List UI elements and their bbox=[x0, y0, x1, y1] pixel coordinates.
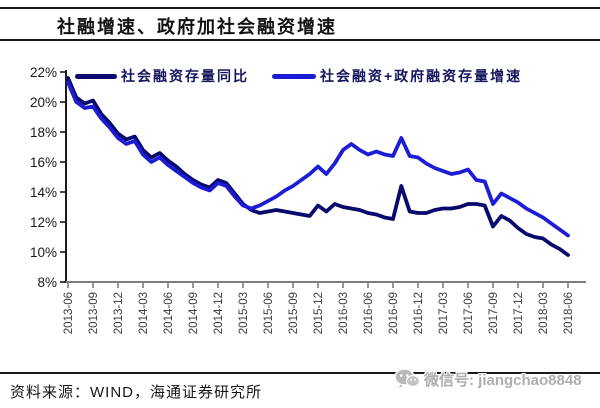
svg-text:2016-03: 2016-03 bbox=[338, 292, 350, 334]
svg-text:2017-03: 2017-03 bbox=[438, 292, 450, 334]
svg-text:2013-09: 2013-09 bbox=[88, 292, 100, 334]
svg-text:2014-06: 2014-06 bbox=[163, 292, 175, 334]
svg-text:20%: 20% bbox=[30, 95, 57, 110]
svg-text:22%: 22% bbox=[30, 65, 57, 80]
svg-text:2015-12: 2015-12 bbox=[313, 292, 325, 334]
header-divider bbox=[0, 39, 600, 41]
svg-text:8%: 8% bbox=[37, 275, 57, 290]
svg-text:2013-06: 2013-06 bbox=[63, 292, 75, 334]
legend-line-blue-icon bbox=[272, 73, 316, 79]
svg-text:2017-06: 2017-06 bbox=[463, 292, 475, 334]
svg-text:2018-03: 2018-03 bbox=[538, 292, 550, 334]
page-title: 社融增速、政府加社会融资增速 bbox=[57, 17, 337, 37]
legend-label: 社会融资存量同比 bbox=[121, 68, 249, 84]
legend-item-sf-gov: 社会融资+政府融资存量增速 bbox=[272, 66, 522, 86]
svg-text:2017-09: 2017-09 bbox=[488, 292, 500, 334]
svg-text:2015-09: 2015-09 bbox=[288, 292, 300, 334]
svg-text:2014-03: 2014-03 bbox=[138, 292, 150, 334]
svg-text:2016-12: 2016-12 bbox=[413, 292, 425, 334]
svg-text:2013-12: 2013-12 bbox=[113, 292, 125, 334]
svg-text:2018-06: 2018-06 bbox=[563, 292, 575, 334]
svg-text:14%: 14% bbox=[30, 185, 57, 200]
svg-text:2016-06: 2016-06 bbox=[363, 292, 375, 334]
svg-text:10%: 10% bbox=[30, 245, 57, 260]
legend-line-navy-icon bbox=[75, 73, 117, 79]
svg-text:2015-06: 2015-06 bbox=[263, 292, 275, 334]
top-divider bbox=[0, 7, 600, 9]
svg-text:2017-12: 2017-12 bbox=[513, 292, 525, 334]
watermark-text: 微信号: jiangchao8848 bbox=[424, 371, 582, 389]
svg-text:2016-09: 2016-09 bbox=[388, 292, 400, 334]
legend-label: 社会融资+政府融资存量增速 bbox=[320, 68, 523, 84]
legend-item-sf: 社会融资存量同比 bbox=[75, 66, 249, 86]
svg-text:2014-12: 2014-12 bbox=[213, 292, 225, 334]
svg-text:2015-03: 2015-03 bbox=[238, 292, 250, 334]
svg-text:18%: 18% bbox=[30, 125, 57, 140]
svg-text:2014-09: 2014-09 bbox=[188, 292, 200, 334]
source-note: 资料来源：WIND，海通证券研究所 bbox=[10, 384, 262, 401]
watermark: 微信号: jiangchao8848 bbox=[394, 367, 582, 391]
svg-text:16%: 16% bbox=[30, 155, 57, 170]
svg-text:12%: 12% bbox=[30, 215, 57, 230]
wechat-icon bbox=[394, 368, 420, 391]
footer-divider bbox=[0, 372, 600, 374]
